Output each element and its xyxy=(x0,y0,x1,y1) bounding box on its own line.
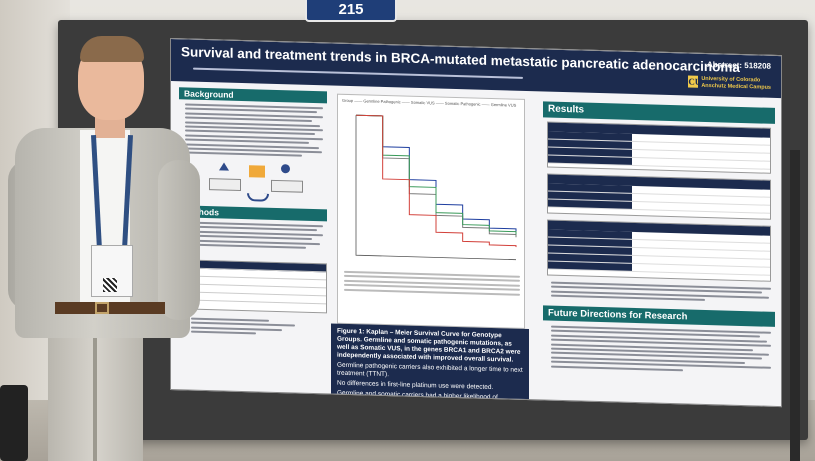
future-directions-text xyxy=(551,325,771,376)
research-poster: Survival and treatment trends in BRCA-mu… xyxy=(170,38,782,408)
board-number-sign: 215 xyxy=(305,0,397,22)
circle-icon xyxy=(281,164,290,174)
brca-diagram xyxy=(209,158,309,209)
chart-legend: Group —— Germline Pathogenic —— Somatic … xyxy=(342,97,517,108)
curve-arrow-icon xyxy=(247,193,269,202)
board-stand xyxy=(790,150,800,461)
abstract-number: Abstract: 518208 xyxy=(706,59,771,71)
gene-box-icon xyxy=(249,165,265,178)
right-arm xyxy=(158,160,200,320)
results-text xyxy=(551,281,771,306)
section-header-future: Future Directions for Research xyxy=(543,305,775,327)
presenter-person xyxy=(0,0,215,461)
methods-table xyxy=(197,259,327,314)
author-list xyxy=(193,66,523,82)
university-logo: CUUniversity of Colorado Anschutz Medical… xyxy=(688,75,771,91)
figure-caption-panel: Figure 1: Kaplan – Meier Survival Curve … xyxy=(331,323,529,407)
belt xyxy=(55,302,165,314)
results-table-2 xyxy=(547,173,771,220)
section-header-results: Results xyxy=(543,101,775,124)
campus-name: Anschutz Medical Campus xyxy=(701,82,771,91)
qr-code-icon xyxy=(103,278,117,292)
triangle-icon xyxy=(219,162,229,171)
km-plot xyxy=(355,114,517,261)
results-table-3 xyxy=(547,219,771,282)
bag xyxy=(0,385,28,461)
km-series-line-4 xyxy=(356,114,517,248)
km-survival-chart: Group —— Germline Pathogenic —— Somatic … xyxy=(337,93,525,329)
diagram-box-right xyxy=(271,179,303,193)
belt-buckle xyxy=(95,302,109,314)
cu-logo-icon: CU xyxy=(688,75,702,88)
figure-caption: Figure 1: Kaplan – Meier Survival Curve … xyxy=(337,327,521,364)
risk-table xyxy=(344,270,520,298)
hair xyxy=(80,36,144,62)
results-table-1 xyxy=(547,121,771,174)
chart-axes xyxy=(355,115,516,261)
